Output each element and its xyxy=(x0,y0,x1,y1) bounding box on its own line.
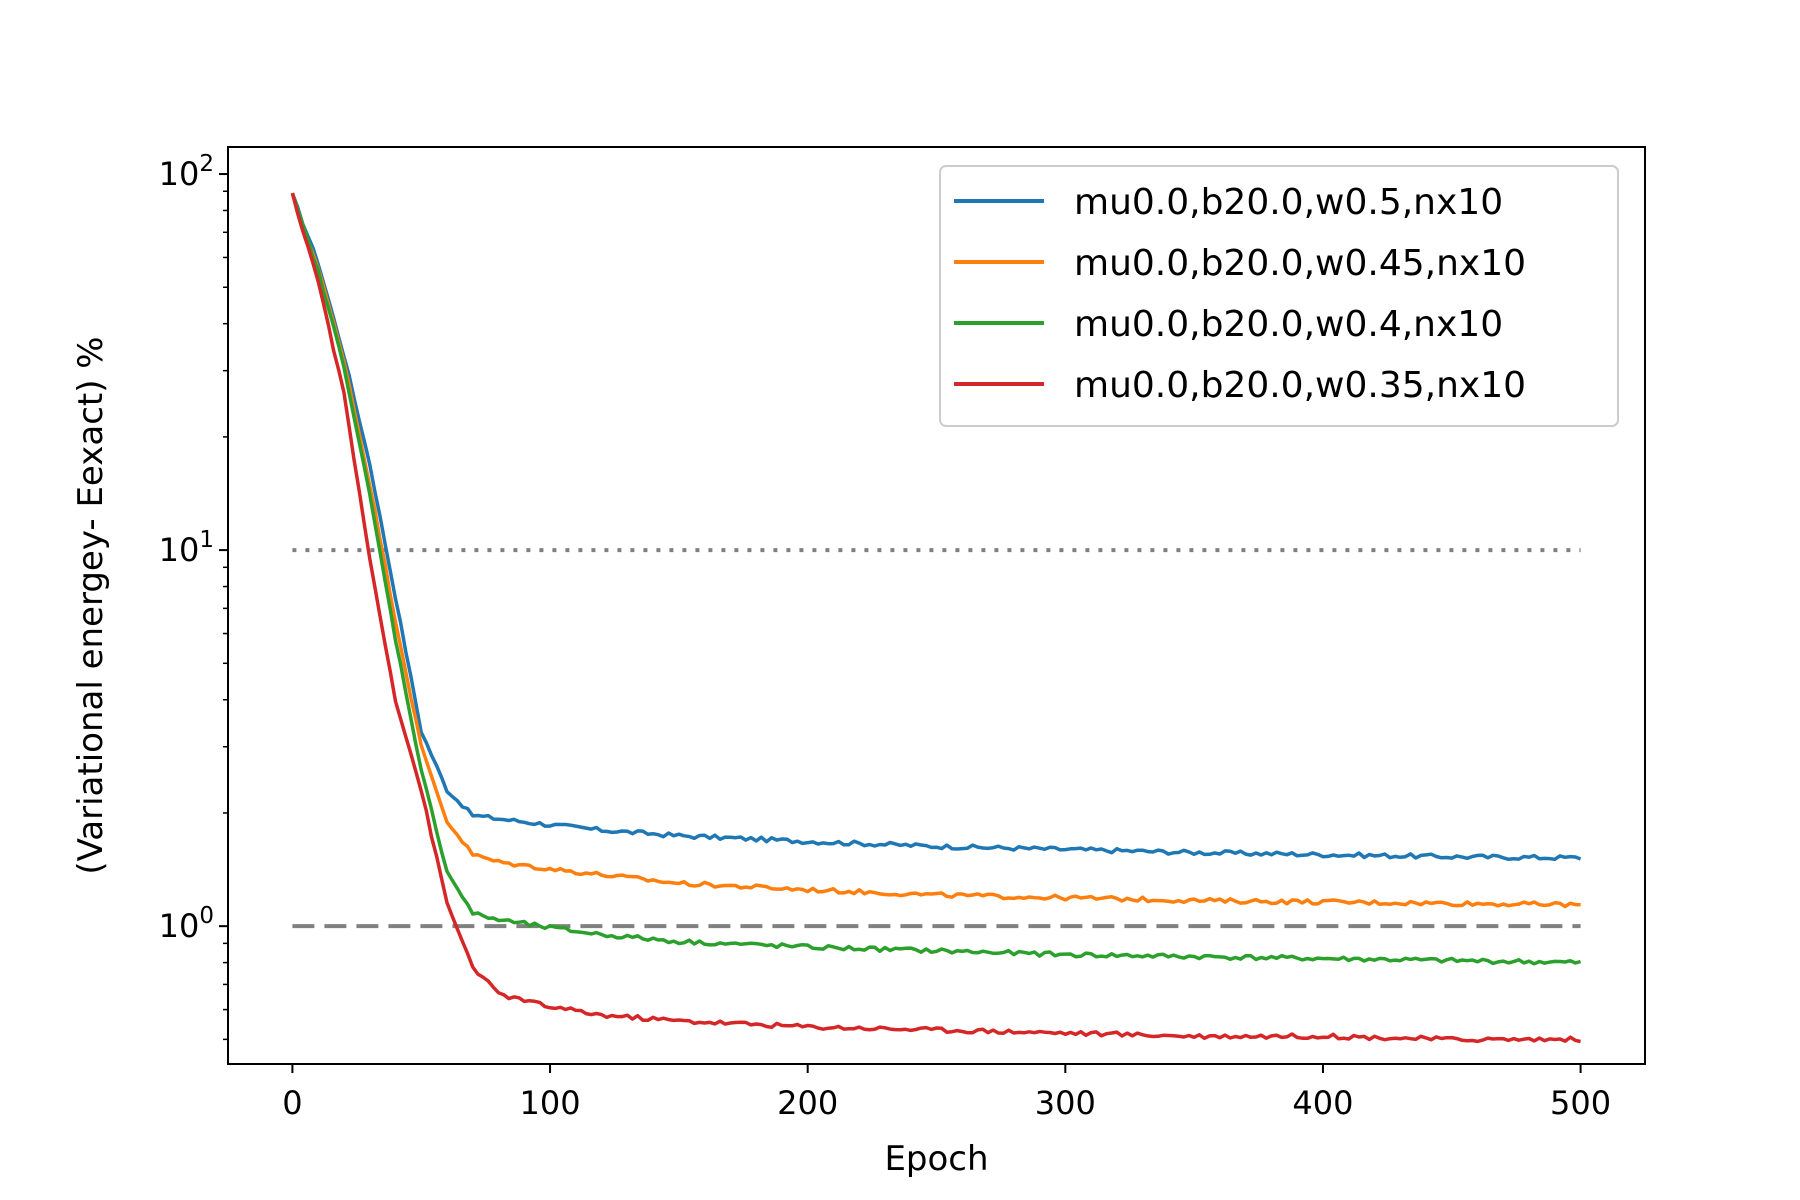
x-tick-label: 0 xyxy=(282,1084,302,1122)
x-tick-label: 200 xyxy=(777,1084,838,1122)
legend-label: mu0.0,b20.0,w0.35,nx10 xyxy=(1074,365,1526,406)
x-tick-label: 400 xyxy=(1292,1084,1353,1122)
x-tick-label: 500 xyxy=(1550,1084,1611,1122)
axes: 0 100 200 300 400 500 100 101 102 xyxy=(159,146,1646,1122)
series-line-4 xyxy=(290,192,1581,1044)
y-axis-title: (Variational energey- Eexact) % xyxy=(71,336,111,874)
axes-frame xyxy=(227,146,1646,1065)
y-tick-label: 100 xyxy=(159,903,214,945)
series-line-1 xyxy=(290,192,1582,862)
y-tick-label: 102 xyxy=(159,151,214,193)
legend-box xyxy=(939,165,1619,427)
x-tick-label: 100 xyxy=(520,1084,581,1122)
series-lines xyxy=(290,192,1582,1044)
legend-label: mu0.0,b20.0,w0.5,nx10 xyxy=(1074,182,1503,223)
legend: mu0.0,b20.0,w0.5,nx10 mu0.0,b20.0,w0.45,n… xyxy=(939,165,1619,427)
legend-label: mu0.0,b20.0,w0.45,nx10 xyxy=(1074,243,1526,284)
legend-label: mu0.0,b20.0,w0.4,nx10 xyxy=(1074,304,1503,345)
x-axis-title: Epoch xyxy=(884,1139,988,1179)
series-line-3 xyxy=(290,192,1582,966)
series-line-2 xyxy=(290,192,1581,909)
x-tick-label: 300 xyxy=(1035,1084,1096,1122)
y-tick-label: 101 xyxy=(159,527,214,569)
